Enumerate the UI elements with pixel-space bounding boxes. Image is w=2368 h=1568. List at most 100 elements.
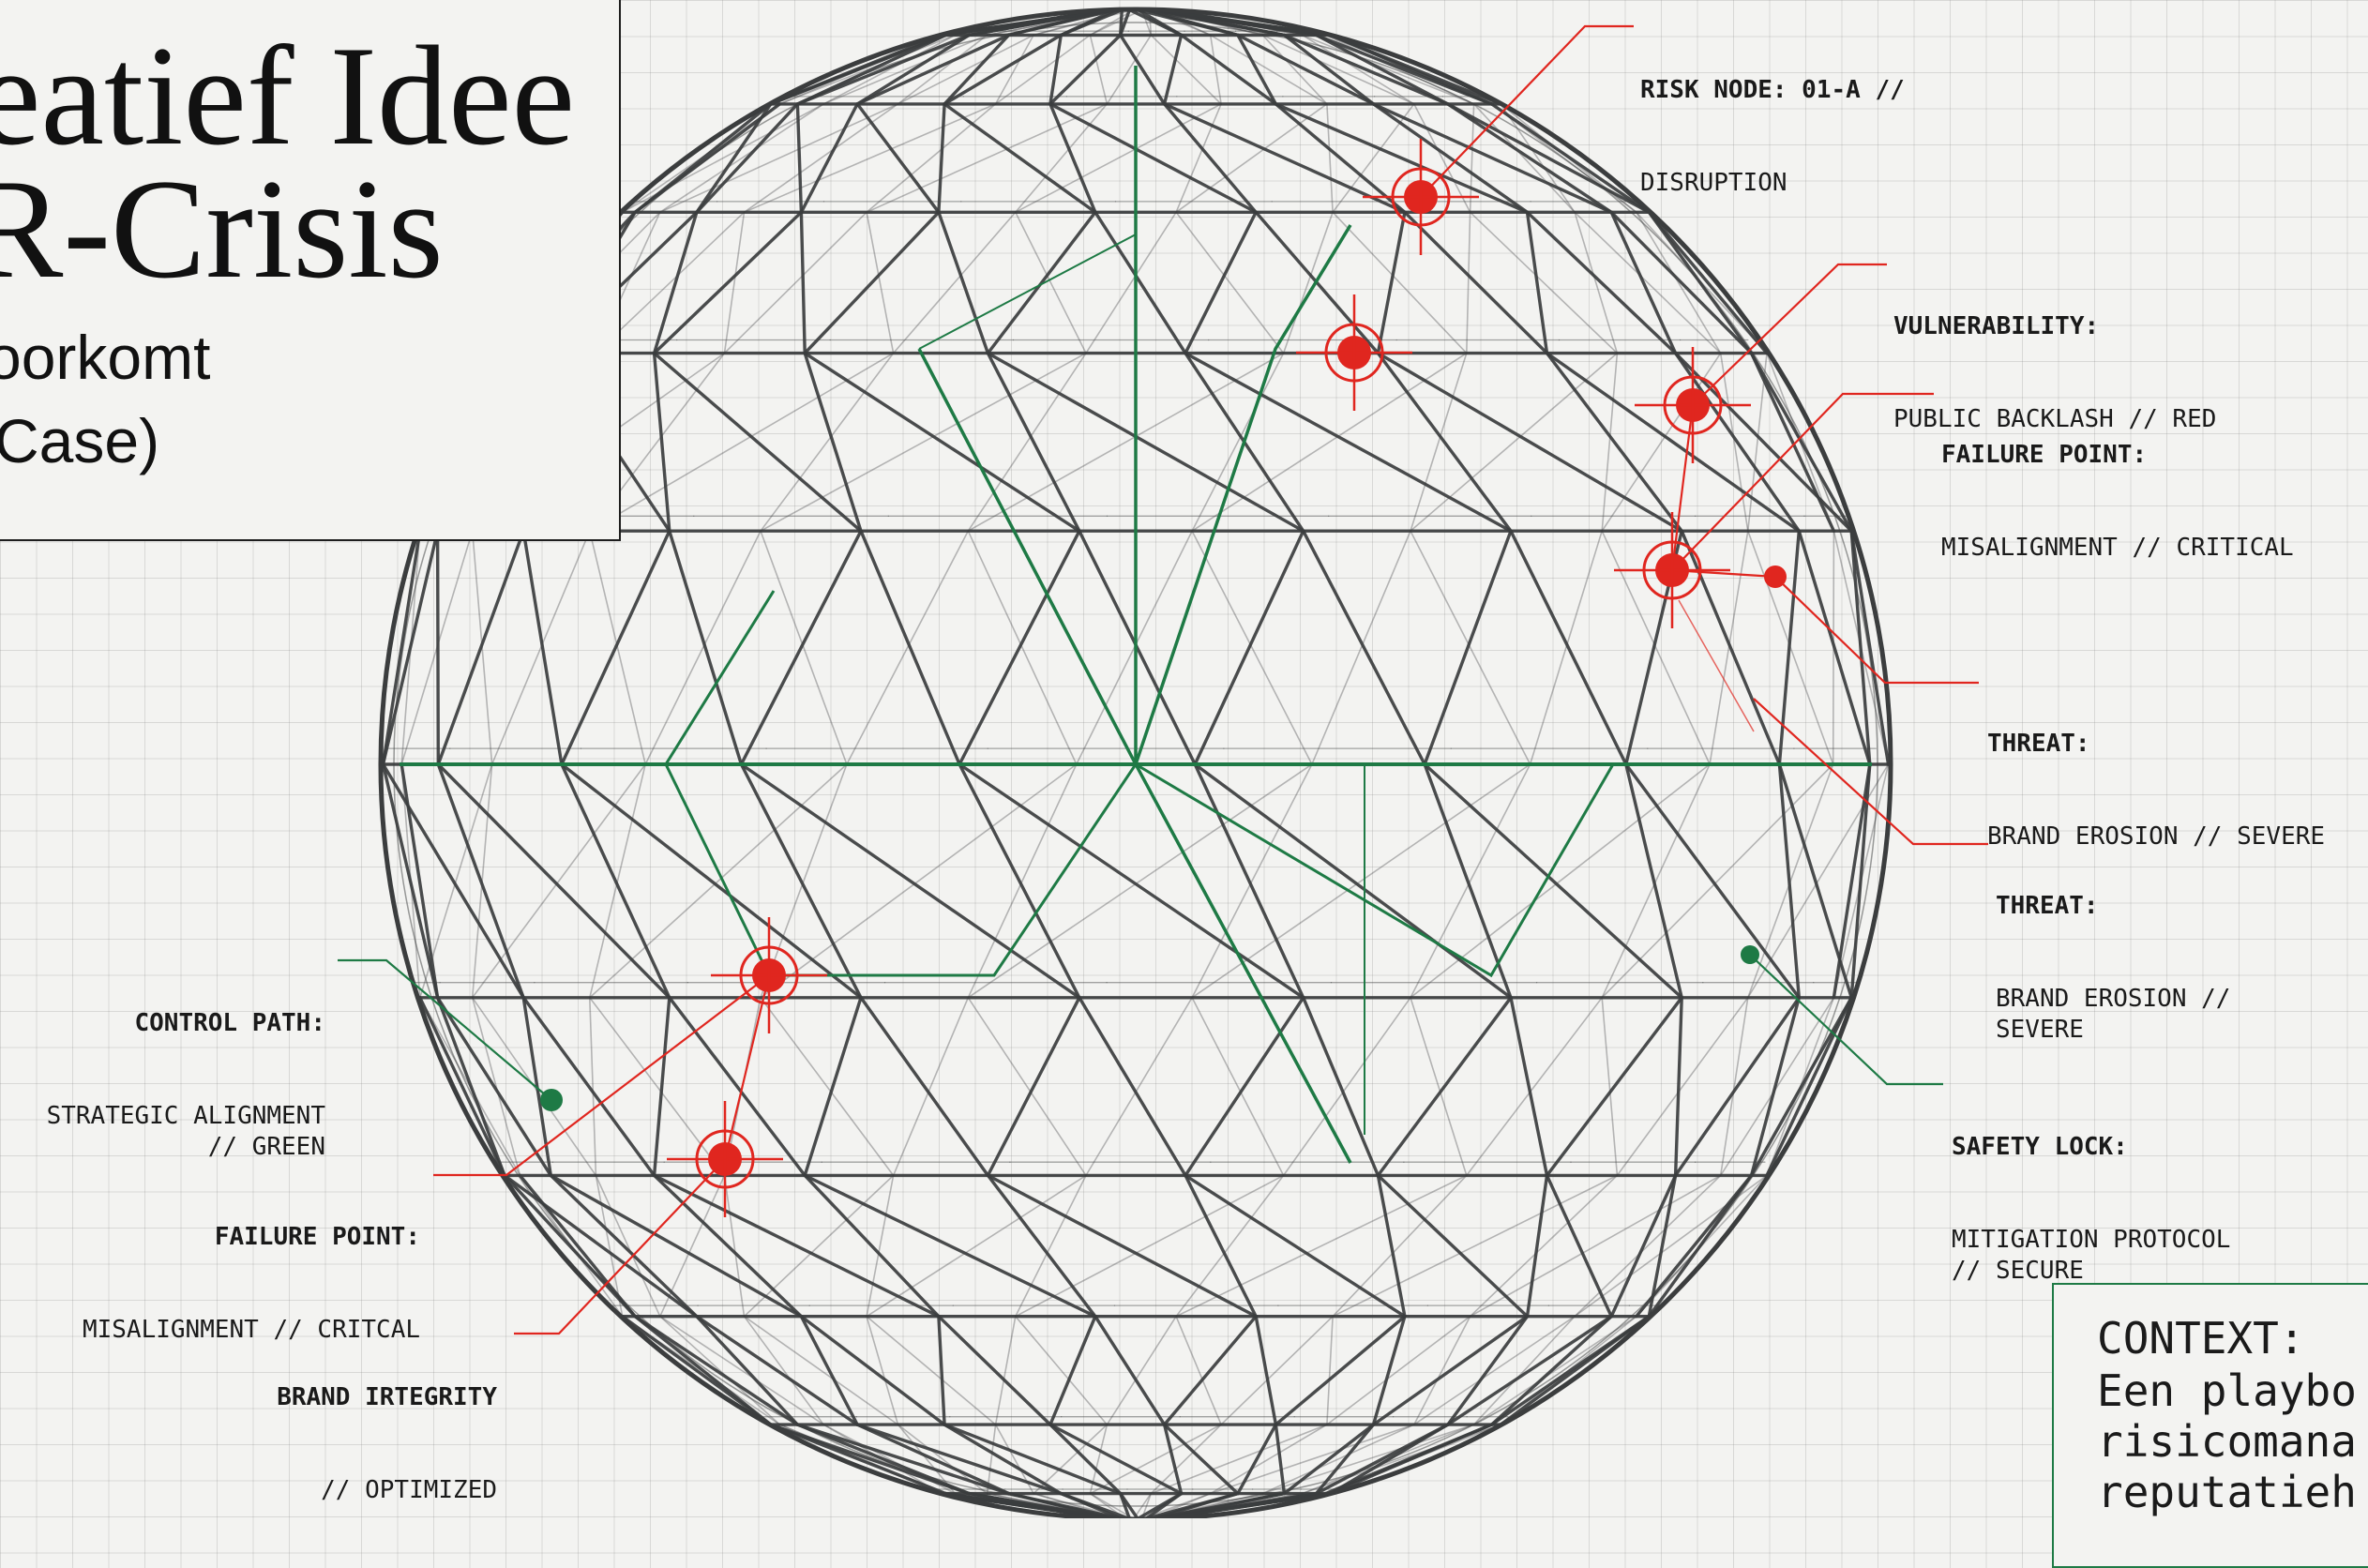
label-text: MITIGATION PROTOCOL // SECURE [1952,1226,2231,1285]
sphere-edge [1301,996,1380,1178]
sphere-edge [381,762,440,1000]
sphere-edge [1376,1173,1530,1319]
geodesic-sphere-diagram [338,7,1988,1518]
sphere-edge [943,33,1011,106]
sphere-edge [652,351,863,533]
sphere-edge [803,1173,1097,1319]
sphere-edge [1236,1423,1278,1496]
sphere-edge-back [760,763,848,999]
sphere-edge-back [967,352,1087,533]
sphere-edge-back [490,530,591,765]
sphere-edge-back [1601,352,1619,533]
sphere-edge [521,996,656,1178]
crosshair-target-icon [1296,294,1412,411]
sphere-edge-back [471,763,647,999]
sphere-edge-back [1150,1424,1328,1495]
sphere-edge-back [1469,211,1619,354]
context-heading: CONTEXT: [2097,1313,2305,1364]
sphere-edge [1545,996,1683,1178]
sphere-edge [549,1173,699,1319]
sphere-edge-back [1709,530,1749,765]
sphere-edge [1446,1314,1613,1426]
label-heading: SAFETY LOCK: [1952,1133,2128,1161]
sphere-edge [986,1173,1097,1319]
sphere-edge-back [595,1174,624,1318]
sphere-edge [803,996,863,1178]
sphere-edge [695,102,800,215]
leader-failure-point-right [1671,392,1934,571]
sphere-edge [1673,351,1853,533]
sphere-edge-back [967,530,1078,765]
sphere-edge [652,996,671,1178]
sphere-edge-back [1085,997,1193,1177]
sphere-edge-back [1015,1174,1285,1318]
sphere-edge [1193,762,1305,1000]
title-line-1: eatief Idee [0,17,576,174]
sphere-edge-back [471,997,521,1177]
sphere-edge-back [994,34,1092,105]
sphere-edge-back [1301,34,1475,105]
context-body: Een playbo risicomana reputatieh [2097,1365,2357,1517]
label-heading: CONTROL PATH: [134,1009,326,1037]
crosshair-target-icon [1614,512,1730,628]
sphere-edge-back [1191,352,1468,533]
sphere-edge-back [1015,1174,1087,1318]
sphere-edge [1446,1314,1530,1426]
sphere-edge-back [967,997,1087,1177]
sphere-edge [1162,33,1184,106]
sphere-edge-back [892,211,1017,354]
sphere-edge [695,1314,800,1426]
sphere-edge-back [1574,211,1722,354]
sphere-edge [1446,102,1613,215]
sphere-edge-back [588,530,647,765]
sphere-edge [695,1314,859,1426]
sphere-edge-back [1719,997,1749,1177]
sphere-edge [1832,762,1872,1000]
sphere-edge [1647,210,1769,355]
sphere-edge-back [994,34,1034,105]
sphere-edge [1282,33,1376,106]
sphere-edge [986,210,1097,355]
sphere-edge-back [760,997,895,1177]
sphere-edge [1184,1173,1407,1319]
sphere-edge [1371,1314,1530,1426]
sphere-edge-back [743,1315,825,1425]
sphere-edge-back [892,997,970,1177]
sphere-edge-back [1326,1315,1471,1425]
sphere-edge [1048,102,1258,215]
sphere-edge-back [1332,1174,1619,1318]
label-threat-2: THREAT: BRAND EROSION // SEVERE [1996,829,2230,1077]
sphere-edge [1236,33,1278,106]
sphere-edge [958,762,1081,1000]
sphere-edge [855,1423,1011,1496]
sphere-edge [503,1173,637,1319]
label-heading: FAILURE POINT: [214,1223,420,1251]
sphere-edge-back [866,1315,997,1425]
sphere-edge [1680,529,1782,766]
sphere-edge [799,1314,859,1426]
label-heading: RISK NODE: 01-A // [1640,76,1905,104]
sphere-edge-back [644,530,762,765]
sphere-edge [1314,33,1450,106]
sphere-edge [1765,996,1853,1178]
sphere-edge-back [846,530,970,765]
sphere-edge [1048,1423,1184,1496]
sphere-edge [1499,1314,1652,1426]
subtitle-line-2: Case) [0,406,160,475]
sphere-edge [1371,102,1613,215]
sphere-edge-back [1472,1315,1637,1425]
sphere-edge-back [658,103,825,214]
sphere-edge [436,762,525,1000]
sphere-edge [859,996,990,1178]
sphere-edge [549,1173,804,1319]
title-panel: eatief Idee R-Crisis oorkomt Case) [0,0,621,541]
sphere-edge-back [1220,1315,1334,1425]
sphere-edge [435,529,440,766]
sphere-edge [1282,33,1450,106]
sphere-edge-back [1191,530,1313,765]
sphere-edge-back [1472,1315,1576,1425]
sphere-edge [1162,1314,1258,1426]
sphere-edge [937,1314,1052,1426]
sphere-edge [1179,33,1278,106]
sphere-edge [1525,210,1678,355]
